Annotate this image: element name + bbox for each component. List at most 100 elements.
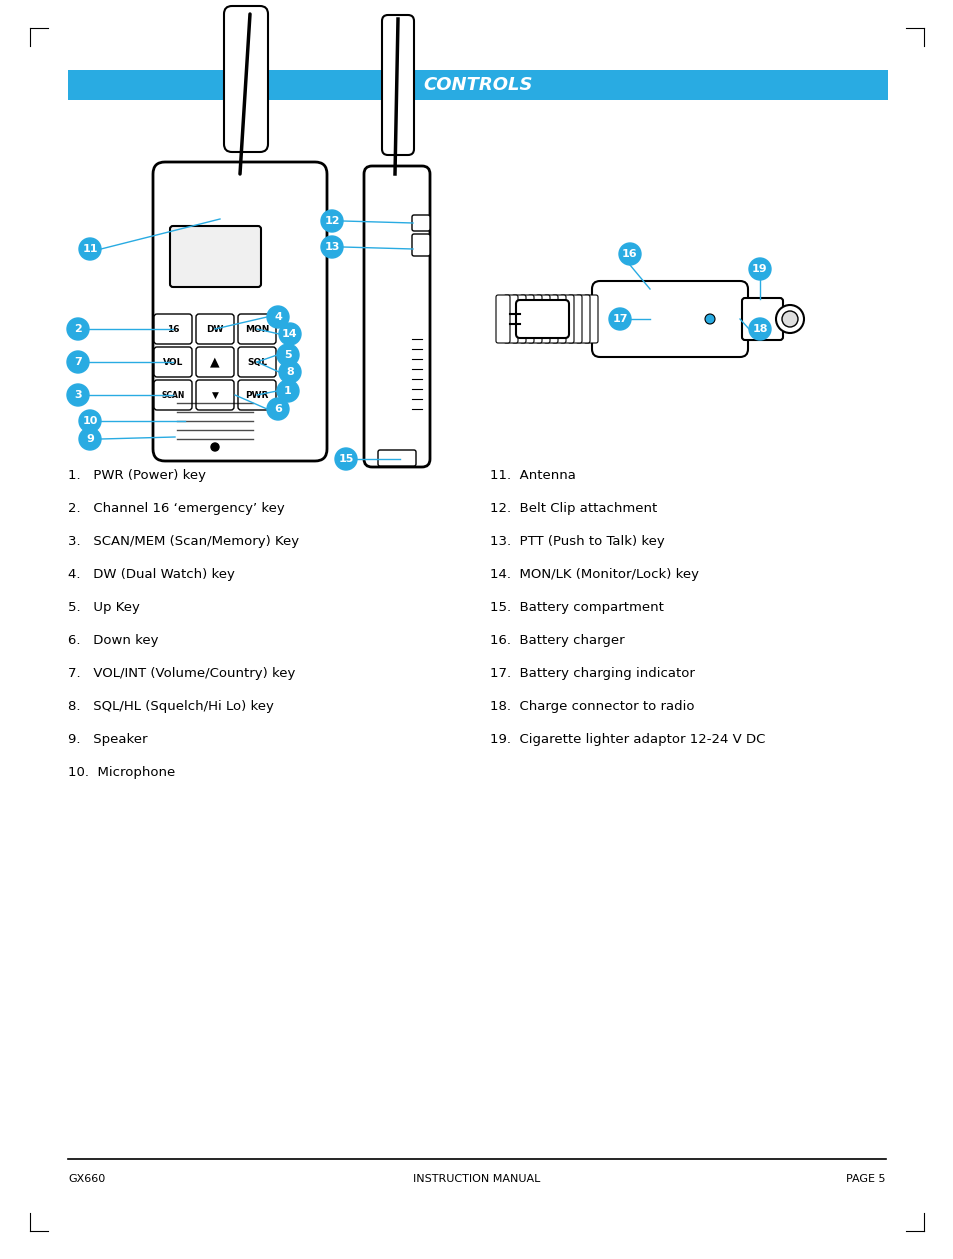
FancyBboxPatch shape xyxy=(381,15,414,155)
Text: PWR: PWR xyxy=(245,390,269,399)
Text: PAGE 5: PAGE 5 xyxy=(845,1173,885,1183)
Text: 17: 17 xyxy=(612,313,627,324)
Text: VOL: VOL xyxy=(163,358,183,366)
FancyBboxPatch shape xyxy=(592,281,747,358)
FancyBboxPatch shape xyxy=(412,215,430,230)
Text: 2: 2 xyxy=(74,324,82,334)
Text: DW: DW xyxy=(206,325,223,334)
FancyBboxPatch shape xyxy=(567,295,581,342)
Text: 6: 6 xyxy=(274,404,282,414)
FancyBboxPatch shape xyxy=(496,295,510,342)
Text: GX660: GX660 xyxy=(68,1173,105,1183)
Circle shape xyxy=(79,410,101,432)
Circle shape xyxy=(748,258,770,279)
Text: 12: 12 xyxy=(324,217,339,227)
Text: 2.   Channel 16 ‘emergency’ key: 2. Channel 16 ‘emergency’ key xyxy=(68,502,284,515)
FancyBboxPatch shape xyxy=(377,449,416,466)
Text: 17.  Battery charging indicator: 17. Battery charging indicator xyxy=(490,667,694,680)
FancyBboxPatch shape xyxy=(516,300,568,337)
FancyBboxPatch shape xyxy=(583,295,598,342)
Circle shape xyxy=(211,443,219,451)
FancyBboxPatch shape xyxy=(576,295,589,342)
FancyBboxPatch shape xyxy=(412,234,430,256)
Circle shape xyxy=(67,319,89,340)
Text: MON: MON xyxy=(245,325,269,334)
Text: 18.  Charge connector to radio: 18. Charge connector to radio xyxy=(490,700,694,713)
FancyBboxPatch shape xyxy=(519,295,534,342)
FancyBboxPatch shape xyxy=(536,295,550,342)
Text: 16: 16 xyxy=(167,325,179,334)
Text: 1: 1 xyxy=(284,387,292,397)
Circle shape xyxy=(781,311,797,327)
Text: 9.   Speaker: 9. Speaker xyxy=(68,733,148,747)
Circle shape xyxy=(320,235,343,258)
Circle shape xyxy=(608,308,630,330)
Text: 12.  Belt Clip attachment: 12. Belt Clip attachment xyxy=(490,502,657,515)
FancyBboxPatch shape xyxy=(364,166,430,467)
FancyBboxPatch shape xyxy=(543,295,558,342)
Text: 15.  Battery compartment: 15. Battery compartment xyxy=(490,601,663,614)
Circle shape xyxy=(276,344,298,366)
Circle shape xyxy=(748,319,770,340)
Text: 10: 10 xyxy=(82,415,97,426)
Text: 14.  MON/LK (Monitor/Lock) key: 14. MON/LK (Monitor/Lock) key xyxy=(490,568,699,580)
Text: 10.  Microphone: 10. Microphone xyxy=(68,765,175,779)
Text: 19: 19 xyxy=(751,264,767,274)
Text: 13.  PTT (Push to Talk) key: 13. PTT (Push to Talk) key xyxy=(490,535,664,548)
Text: 5: 5 xyxy=(284,350,292,360)
Circle shape xyxy=(278,361,301,383)
FancyBboxPatch shape xyxy=(512,295,525,342)
Text: 9: 9 xyxy=(86,434,93,444)
FancyBboxPatch shape xyxy=(195,313,233,344)
Text: 8.   SQL/HL (Squelch/Hi Lo) key: 8. SQL/HL (Squelch/Hi Lo) key xyxy=(68,700,274,713)
FancyBboxPatch shape xyxy=(552,295,565,342)
Text: 4: 4 xyxy=(274,312,282,322)
Circle shape xyxy=(67,384,89,405)
Circle shape xyxy=(320,210,343,232)
FancyBboxPatch shape xyxy=(68,71,887,99)
Text: 1.   PWR (Power) key: 1. PWR (Power) key xyxy=(68,470,206,482)
FancyBboxPatch shape xyxy=(237,347,275,376)
FancyBboxPatch shape xyxy=(559,295,574,342)
FancyBboxPatch shape xyxy=(237,380,275,410)
Text: 3: 3 xyxy=(74,390,82,400)
Text: 3.   SCAN/MEM (Scan/Memory) Key: 3. SCAN/MEM (Scan/Memory) Key xyxy=(68,535,299,548)
Text: SQL: SQL xyxy=(247,358,267,366)
Circle shape xyxy=(276,380,298,402)
FancyBboxPatch shape xyxy=(527,295,541,342)
Circle shape xyxy=(704,313,714,324)
Text: 16: 16 xyxy=(621,249,638,259)
Text: 14: 14 xyxy=(282,329,297,339)
Text: INSTRUCTION MANUAL: INSTRUCTION MANUAL xyxy=(413,1173,540,1183)
Text: 5.   Up Key: 5. Up Key xyxy=(68,601,140,614)
Text: ▼: ▼ xyxy=(212,390,218,399)
Circle shape xyxy=(67,351,89,373)
Text: SCAN: SCAN xyxy=(161,390,185,399)
Text: 7: 7 xyxy=(74,358,82,368)
FancyBboxPatch shape xyxy=(170,227,261,287)
Text: CONTROLS: CONTROLS xyxy=(423,76,532,94)
Text: 8: 8 xyxy=(286,368,294,376)
Text: 13: 13 xyxy=(324,242,339,252)
Text: 11: 11 xyxy=(82,244,97,254)
Circle shape xyxy=(335,448,356,470)
Circle shape xyxy=(775,305,803,332)
FancyBboxPatch shape xyxy=(224,6,268,152)
Text: ▲: ▲ xyxy=(210,355,219,369)
FancyBboxPatch shape xyxy=(153,347,192,376)
FancyBboxPatch shape xyxy=(153,380,192,410)
Circle shape xyxy=(79,238,101,261)
Text: 11.  Antenna: 11. Antenna xyxy=(490,470,576,482)
FancyBboxPatch shape xyxy=(503,295,517,342)
FancyBboxPatch shape xyxy=(152,162,327,461)
Text: 4.   DW (Dual Watch) key: 4. DW (Dual Watch) key xyxy=(68,568,234,580)
FancyBboxPatch shape xyxy=(153,313,192,344)
Text: 6.   Down key: 6. Down key xyxy=(68,635,158,647)
Text: 16.  Battery charger: 16. Battery charger xyxy=(490,635,624,647)
Circle shape xyxy=(79,428,101,449)
Text: 19.  Cigarette lighter adaptor 12-24 V DC: 19. Cigarette lighter adaptor 12-24 V DC xyxy=(490,733,764,747)
FancyBboxPatch shape xyxy=(195,380,233,410)
FancyBboxPatch shape xyxy=(237,313,275,344)
Circle shape xyxy=(618,243,640,264)
FancyBboxPatch shape xyxy=(195,347,233,376)
